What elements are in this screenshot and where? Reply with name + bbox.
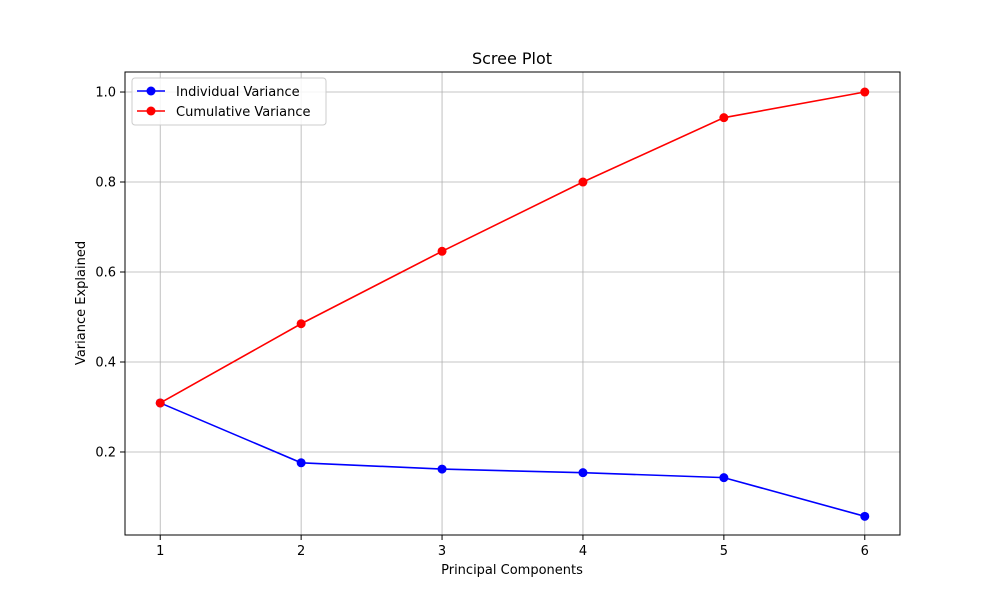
- plot-area-frame: [124, 71, 901, 536]
- x-tick-label: 6: [861, 544, 869, 559]
- x-tick-label: 1: [156, 544, 164, 559]
- y-tick-label: 1.0: [95, 86, 116, 101]
- grid-lines: [125, 72, 900, 535]
- y-tick-label: 0.4: [95, 355, 116, 370]
- individual-variance-point: [296, 458, 306, 468]
- individual-variance-point: [719, 473, 729, 483]
- y-axis-ticks: 0.2 0.4 0.6 0.8 1.0: [95, 86, 125, 460]
- x-tick-label: 5: [720, 544, 728, 559]
- y-tick-label: 0.6: [95, 266, 116, 281]
- individual-variance-point: [860, 511, 870, 521]
- individual-variance-legend-marker: [146, 86, 156, 96]
- cumulative-variance-point: [578, 177, 588, 187]
- y-tick-label: 0.2: [95, 445, 116, 460]
- legend-box: [131, 77, 327, 126]
- x-tick-label: 3: [438, 544, 446, 559]
- x-axis-ticks: 1 2 3 4 5 6: [156, 535, 869, 559]
- x-tick-label: 4: [579, 544, 587, 559]
- cumulative-variance-line: [159, 91, 865, 404]
- x-tick-label: 2: [297, 544, 305, 559]
- series-layer: [155, 87, 870, 521]
- cumulative-variance-point: [860, 87, 870, 97]
- chart-title: Scree Plot: [472, 49, 552, 68]
- x-axis-title: Principal Components: [441, 563, 583, 578]
- cumulative-variance-point: [437, 246, 447, 256]
- individual-variance-point: [437, 464, 447, 474]
- cumulative-variance-point: [296, 319, 306, 329]
- individual-variance-point: [578, 468, 588, 478]
- cumulative-variance-legend-label: Cumulative Variance: [176, 105, 311, 120]
- legend: Individual Variance Cumulative Variance: [131, 77, 327, 126]
- individual-variance-line: [159, 402, 865, 518]
- individual-variance-legend-label: Individual Variance: [176, 85, 300, 100]
- y-tick-label: 0.8: [95, 176, 116, 191]
- cumulative-variance-point: [155, 398, 165, 408]
- y-axis-title: Variance Explained: [74, 241, 89, 365]
- cumulative-variance-legend-marker: [146, 106, 156, 116]
- cumulative-variance-point: [719, 113, 729, 123]
